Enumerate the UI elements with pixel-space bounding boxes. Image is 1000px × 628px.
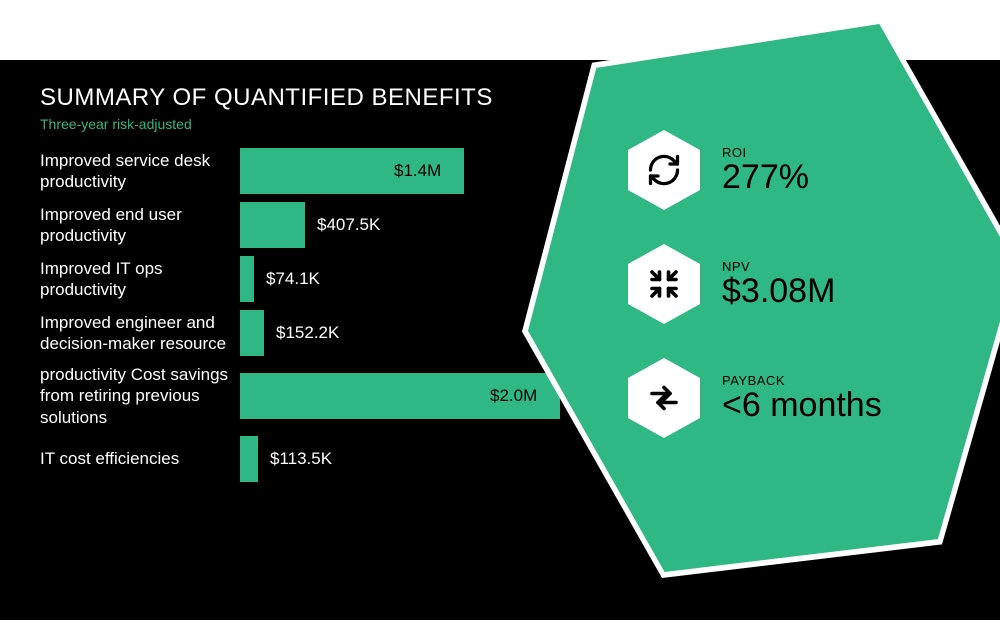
bar-label: Improved IT ops productivity (40, 258, 240, 301)
refresh-icon (628, 130, 700, 210)
table-row: Improved IT ops productivity $74.1K (40, 256, 580, 302)
bar-track: $113.5K (240, 436, 580, 482)
bar-label: Improved end user productivity (40, 204, 240, 247)
table-row: IT cost efficiencies $113.5K (40, 436, 580, 482)
table-row: Improved end user productivity $407.5K (40, 202, 580, 248)
metric-value: <6 months (722, 388, 882, 424)
panel-title: SUMMARY OF QUANTIFIED BENEFITS (40, 84, 493, 112)
bar-label: Improved service desk productivity (40, 150, 240, 193)
swap-icon (628, 358, 700, 438)
bar-fill (240, 202, 305, 248)
benefits-bar-chart: Improved service desk productivity$1.4MI… (40, 148, 580, 490)
metric-value: 277% (722, 160, 809, 196)
bar-label: IT cost efficiencies (40, 448, 240, 469)
bar-track: $407.5K (240, 202, 580, 248)
metric-text: NPV$3.08M (722, 259, 835, 310)
bar-value: $407.5K (317, 215, 380, 235)
table-row: Improved service desk productivity $1.4M (40, 148, 580, 194)
table-row: productivity Cost savings from retiring … (40, 364, 580, 428)
bar-label: productivity Cost savings from retiring … (40, 364, 240, 428)
key-metrics: ROI277% NPV$3.08M PAYBACK<6 months (628, 130, 968, 472)
panel-subtitle: Three-year risk-adjusted (40, 116, 192, 132)
collapse-icon (628, 244, 700, 324)
metric-text: PAYBACK<6 months (722, 373, 882, 424)
bar-value: $74.1K (266, 269, 320, 289)
bar-fill (240, 310, 264, 356)
infographic-panel: SUMMARY OF QUANTIFIED BENEFITS Three-yea… (0, 60, 1000, 620)
table-row: Improved engineer and decision-maker res… (40, 310, 580, 356)
bar-label: Improved engineer and decision-maker res… (40, 312, 240, 355)
metric-npv: NPV$3.08M (628, 244, 968, 324)
bar-track: $1.4M (240, 148, 580, 194)
metric-payback: PAYBACK<6 months (628, 358, 968, 438)
bar-value: $113.5K (270, 449, 332, 469)
metric-roi: ROI277% (628, 130, 968, 210)
bar-value: $1.4M (394, 161, 441, 181)
metric-text: ROI277% (722, 145, 809, 196)
bar-track: $2.0M (240, 373, 580, 419)
bar-value: $152.2K (276, 323, 339, 343)
bar-track: $74.1K (240, 256, 580, 302)
bar-value: $2.0M (490, 386, 537, 406)
metric-value: $3.08M (722, 274, 835, 310)
bar-fill (240, 436, 258, 482)
bar-fill (240, 256, 254, 302)
